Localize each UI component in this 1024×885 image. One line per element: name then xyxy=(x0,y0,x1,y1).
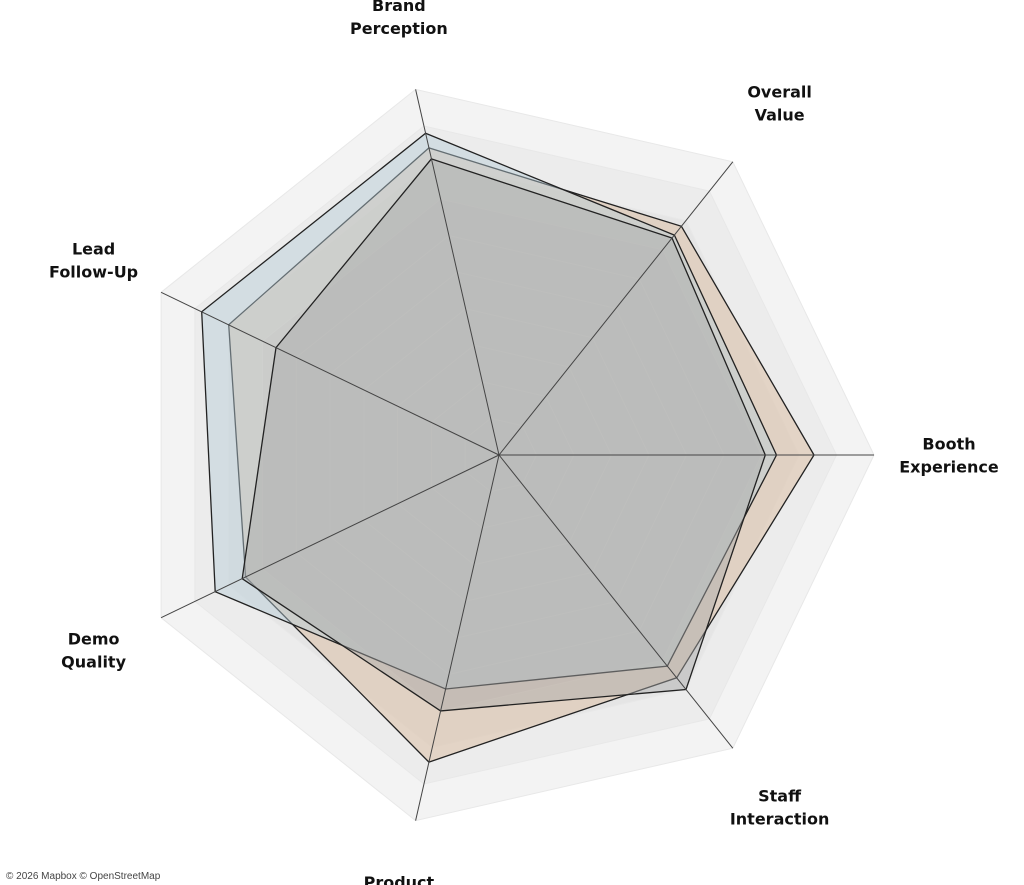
axis-label-1: Booth Experience xyxy=(899,435,999,477)
axis-label-line: Quality xyxy=(61,653,126,672)
grid-ring-5 xyxy=(329,271,688,639)
grid-ring-2 xyxy=(430,381,575,529)
series-polygon-3 xyxy=(241,158,766,712)
axis-spoke-5 xyxy=(160,454,500,619)
axis-spoke-6 xyxy=(415,454,500,821)
axis-label-line: Staff xyxy=(758,786,802,805)
axis-label-7: Staff Interaction xyxy=(730,786,830,828)
axis-label-line: Lead xyxy=(72,239,115,258)
grid-ring-3 xyxy=(397,344,613,566)
axis-label-line: Brand xyxy=(372,0,426,15)
grid-ring-7 xyxy=(262,198,763,712)
axis-label-line: Overall xyxy=(747,83,812,102)
axis-label-line: Perception xyxy=(350,19,448,38)
axis-label-4: Lead Follow-Up xyxy=(49,239,138,281)
axis-label-line: Product xyxy=(364,873,435,885)
axis-label-line: Booth xyxy=(922,435,975,454)
grid-ring-1 xyxy=(464,417,538,493)
grid-ring-10 xyxy=(160,88,875,822)
axis-label-5: Demo Quality xyxy=(61,630,126,672)
axis-spoke-2 xyxy=(498,161,734,456)
grid-ring-4 xyxy=(363,308,650,602)
map-attribution: © 2026 Mapbox © OpenStreetMap xyxy=(6,871,161,882)
grid-ring-8 xyxy=(228,161,800,749)
axis-label-3: Brand Perception xyxy=(350,0,448,38)
axis-label-line: Value xyxy=(755,106,805,125)
axis-label-2: Overall Value xyxy=(747,83,812,125)
axis-label-line: Demo xyxy=(68,630,120,649)
data-series xyxy=(160,89,874,821)
axis-spoke-4 xyxy=(160,291,500,456)
axis-label-6: ProductRelevance xyxy=(353,873,446,885)
axis-label-line: Interaction xyxy=(730,809,830,828)
axis-spoke-7 xyxy=(498,454,734,749)
axis-labels: Booth Experience Overall Value Brand Percepti… xyxy=(49,0,999,885)
grid-ring-9 xyxy=(194,125,838,785)
axis-label-line: Follow-Up xyxy=(49,262,138,281)
grid-ring-6 xyxy=(295,235,725,675)
axis-spoke-3 xyxy=(415,89,500,456)
axis-label-line: Experience xyxy=(899,458,999,477)
grid-rings xyxy=(160,88,875,822)
